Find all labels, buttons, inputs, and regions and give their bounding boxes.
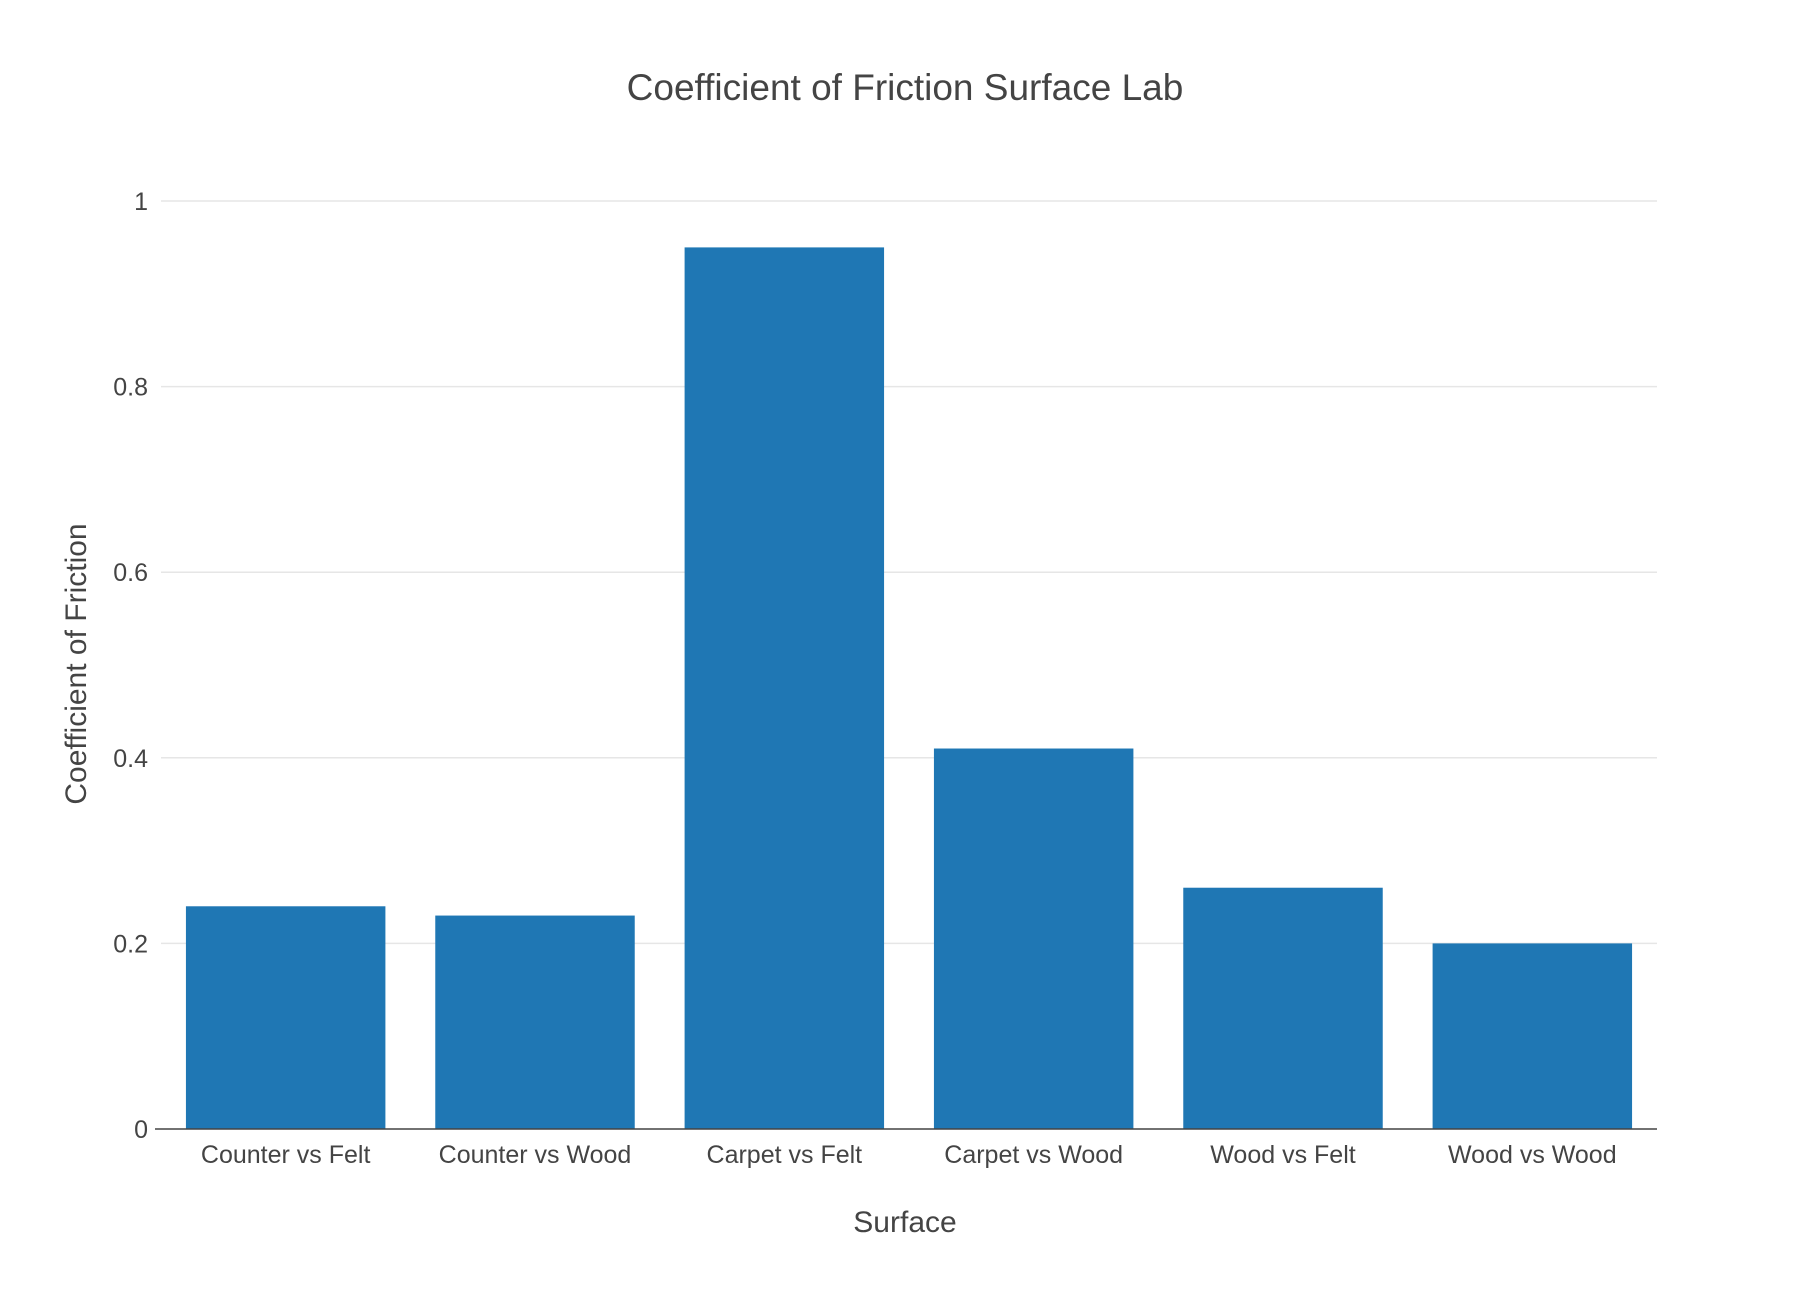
- bar[interactable]: [1432, 943, 1633, 1129]
- y-tick-label: 0.6: [113, 559, 148, 587]
- y-tick-label: 0: [134, 1116, 148, 1144]
- bar[interactable]: [1183, 887, 1383, 1129]
- y-tick-label: 0.4: [113, 745, 148, 773]
- bar[interactable]: [435, 915, 635, 1129]
- gridlines: [161, 200, 1657, 945]
- y-axis-title: Coefficient of Friction: [60, 523, 93, 804]
- x-tick-label: Carpet vs Felt: [707, 1141, 863, 1169]
- bar[interactable]: [684, 247, 885, 1129]
- bar[interactable]: [185, 906, 386, 1129]
- x-tick-label: Counter vs Wood: [439, 1141, 632, 1169]
- x-tick-label: Carpet vs Wood: [944, 1141, 1123, 1169]
- y-tick-label: 0.8: [113, 374, 148, 402]
- x-tick-label: Wood vs Wood: [1448, 1141, 1617, 1169]
- chart-title: Coefficient of Friction Surface Lab: [627, 67, 1184, 108]
- x-tick-label: Counter vs Felt: [201, 1141, 371, 1169]
- bar[interactable]: [933, 748, 1134, 1129]
- tick-labels: 0 0.2 0.4 0.6 0.8 1 Counter vs Felt Counter vs …: [113, 188, 1616, 1169]
- y-tick-label: 1: [134, 188, 148, 216]
- y-tick-label: 0.2: [113, 930, 148, 958]
- x-tick-label: Wood vs Felt: [1210, 1141, 1355, 1169]
- bars: [185, 247, 1633, 1129]
- x-axis-title: Surface: [853, 1206, 956, 1239]
